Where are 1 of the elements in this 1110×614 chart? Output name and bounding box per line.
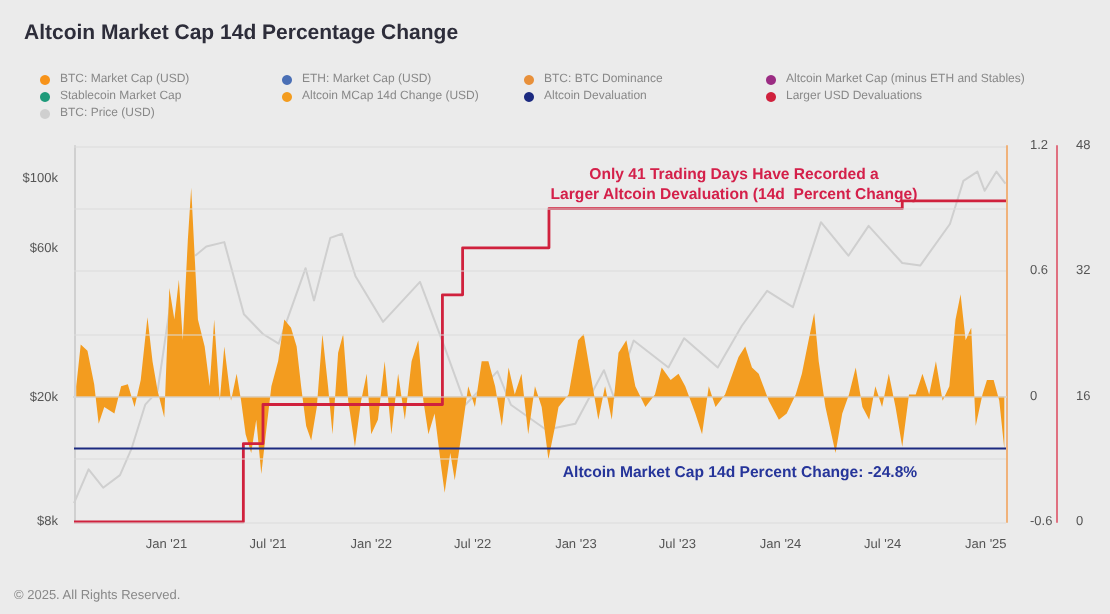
chart-title: Altcoin Market Cap 14d Percentage Change <box>24 21 459 45</box>
